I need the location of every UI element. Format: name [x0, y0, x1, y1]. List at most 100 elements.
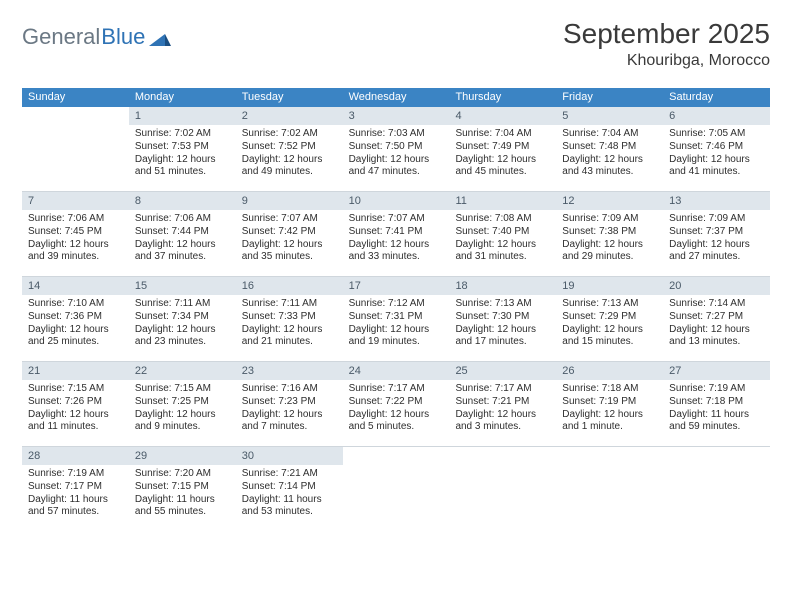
sunset-line: Sunset: 7:49 PM	[455, 141, 550, 154]
day-number: 19	[556, 277, 663, 295]
calendar: SundayMondayTuesdayWednesdayThursdayFrid…	[22, 88, 770, 531]
daylight-line: Daylight: 12 hours and 7 minutes.	[242, 409, 337, 435]
sunrise-line: Sunrise: 7:07 AM	[349, 213, 444, 226]
day-number: 25	[449, 362, 556, 380]
sunset-line: Sunset: 7:22 PM	[349, 396, 444, 409]
sunset-line: Sunset: 7:41 PM	[349, 226, 444, 239]
day-cell: 3Sunrise: 7:03 AMSunset: 7:50 PMDaylight…	[343, 107, 450, 191]
sunrise-line: Sunrise: 7:15 AM	[135, 383, 230, 396]
sunset-line: Sunset: 7:53 PM	[135, 141, 230, 154]
calendar-page: General Blue September 2025 Khouribga, M…	[0, 0, 792, 531]
day-cell: 21Sunrise: 7:15 AMSunset: 7:26 PMDayligh…	[22, 362, 129, 446]
sunset-line: Sunset: 7:48 PM	[562, 141, 657, 154]
sunset-line: Sunset: 7:21 PM	[455, 396, 550, 409]
day-number: 10	[343, 192, 450, 210]
sunrise-line: Sunrise: 7:15 AM	[28, 383, 123, 396]
sunrise-line: Sunrise: 7:13 AM	[455, 298, 550, 311]
day-number: 2	[236, 107, 343, 125]
day-cell: 20Sunrise: 7:14 AMSunset: 7:27 PMDayligh…	[663, 277, 770, 361]
day-cell-empty	[663, 447, 770, 531]
sunset-line: Sunset: 7:15 PM	[135, 481, 230, 494]
day-cell: 4 Sunrise: 7:04 AMSunset: 7:49 PMDaylight…	[449, 107, 556, 191]
day-cell: 2Sunrise: 7:02 AMSunset: 7:52 PMDaylight…	[236, 107, 343, 191]
sunrise-line: Sunrise: 7:19 AM	[28, 468, 123, 481]
day-number: 7	[22, 192, 129, 210]
daylight-line: Daylight: 11 hours and 57 minutes.	[28, 494, 123, 520]
sunset-line: Sunset: 7:42 PM	[242, 226, 337, 239]
daylight-line: Daylight: 12 hours and 27 minutes.	[669, 239, 764, 265]
sunset-line: Sunset: 7:26 PM	[28, 396, 123, 409]
daylight-line: Daylight: 12 hours and 51 minutes.	[135, 154, 230, 180]
day-cell: 13 Sunrise: 7:09 AMSunset: 7:37 PMDayligh…	[663, 192, 770, 276]
sunrise-line: Sunrise: 7:04 AM	[455, 128, 550, 141]
day-number: 3	[343, 107, 450, 125]
day-cell: 10Sunrise: 7:07 AMSunset: 7:41 PMDayligh…	[343, 192, 450, 276]
sunrise-line: Sunrise: 7:19 AM	[669, 383, 764, 396]
daylight-line: Daylight: 12 hours and 47 minutes.	[349, 154, 444, 180]
sunset-line: Sunset: 7:37 PM	[669, 226, 764, 239]
day-cell-empty	[556, 447, 663, 531]
day-number: 23	[236, 362, 343, 380]
day-number: 29	[129, 447, 236, 465]
day-number: 4	[449, 107, 556, 125]
day-number: 8	[129, 192, 236, 210]
daylight-line: Daylight: 12 hours and 21 minutes.	[242, 324, 337, 350]
sunrise-line: Sunrise: 7:12 AM	[349, 298, 444, 311]
sunset-line: Sunset: 7:17 PM	[28, 481, 123, 494]
sunset-line: Sunset: 7:31 PM	[349, 311, 444, 324]
day-cell: 11Sunrise: 7:08 AMSunset: 7:40 PMDayligh…	[449, 192, 556, 276]
day-cell: 19Sunrise: 7:13 AMSunset: 7:29 PMDayligh…	[556, 277, 663, 361]
day-cell: 30Sunrise: 7:21 AMSunset: 7:14 PMDayligh…	[236, 447, 343, 531]
day-number: 13	[663, 192, 770, 210]
daylight-line: Daylight: 11 hours and 59 minutes.	[669, 409, 764, 435]
day-of-week-cell: Friday	[556, 88, 663, 107]
sunset-line: Sunset: 7:27 PM	[669, 311, 764, 324]
daylight-line: Daylight: 12 hours and 17 minutes.	[455, 324, 550, 350]
week-row: 7 Sunrise: 7:06 AMSunset: 7:45 PM Daylight…	[22, 191, 770, 276]
day-cell: 9Sunrise: 7:07 AMSunset: 7:42 PMDaylight…	[236, 192, 343, 276]
daylight-line: Daylight: 12 hours and 3 minutes.	[455, 409, 550, 435]
day-cell-empty	[22, 107, 129, 191]
daylight-line: Daylight: 12 hours and 45 minutes.	[455, 154, 550, 180]
daylight-line: Daylight: 12 hours and 41 minutes.	[669, 154, 764, 180]
sunrise-line: Sunrise: 7:05 AM	[669, 128, 764, 141]
sunset-line: Sunset: 7:45 PM	[28, 226, 123, 239]
day-cell: 8Sunrise: 7:06 AMSunset: 7:44 PMDaylight…	[129, 192, 236, 276]
title-block: September 2025 Khouribga, Morocco	[563, 18, 770, 70]
daylight-line: Daylight: 12 hours and 5 minutes.	[349, 409, 444, 435]
sunset-line: Sunset: 7:46 PM	[669, 141, 764, 154]
sunrise-line: Sunrise: 7:09 AM	[669, 213, 764, 226]
sunset-line: Sunset: 7:33 PM	[242, 311, 337, 324]
day-cell: 5Sunrise: 7:04 AMSunset: 7:48 PMDaylight…	[556, 107, 663, 191]
day-number: 5	[556, 107, 663, 125]
day-cell: 28Sunrise: 7:19 AMSunset: 7:17 PMDayligh…	[22, 447, 129, 531]
sunrise-line: Sunrise: 7:06 AM	[28, 213, 123, 226]
sunset-line: Sunset: 7:40 PM	[455, 226, 550, 239]
sunset-line: Sunset: 7:23 PM	[242, 396, 337, 409]
day-number: 26	[556, 362, 663, 380]
day-of-week-header: SundayMondayTuesdayWednesdayThursdayFrid…	[22, 88, 770, 107]
sunset-line: Sunset: 7:19 PM	[562, 396, 657, 409]
day-cell: 1Sunrise: 7:02 AMSunset: 7:53 PMDaylight…	[129, 107, 236, 191]
day-number: 16	[236, 277, 343, 295]
daylight-line: Daylight: 12 hours and 49 minutes.	[242, 154, 337, 180]
sunrise-line: Sunrise: 7:20 AM	[135, 468, 230, 481]
logo-word2: Blue	[101, 24, 145, 50]
sunrise-line: Sunrise: 7:21 AM	[242, 468, 337, 481]
day-number: 9	[236, 192, 343, 210]
sunrise-line: Sunrise: 7:08 AM	[455, 213, 550, 226]
day-number: 21	[22, 362, 129, 380]
day-cell: 6Sunrise: 7:05 AMSunset: 7:46 PMDaylight…	[663, 107, 770, 191]
day-of-week-cell: Tuesday	[236, 88, 343, 107]
sunset-line: Sunset: 7:34 PM	[135, 311, 230, 324]
sunset-line: Sunset: 7:18 PM	[669, 396, 764, 409]
daylight-line: Daylight: 12 hours and 19 minutes.	[349, 324, 444, 350]
day-number: 24	[343, 362, 450, 380]
sunrise-line: Sunrise: 7:14 AM	[669, 298, 764, 311]
week-row: 28Sunrise: 7:19 AMSunset: 7:17 PMDayligh…	[22, 446, 770, 531]
sunrise-line: Sunrise: 7:16 AM	[242, 383, 337, 396]
sunrise-line: Sunrise: 7:11 AM	[135, 298, 230, 311]
daylight-line: Daylight: 12 hours and 15 minutes.	[562, 324, 657, 350]
day-of-week-cell: Monday	[129, 88, 236, 107]
day-of-week-cell: Thursday	[449, 88, 556, 107]
